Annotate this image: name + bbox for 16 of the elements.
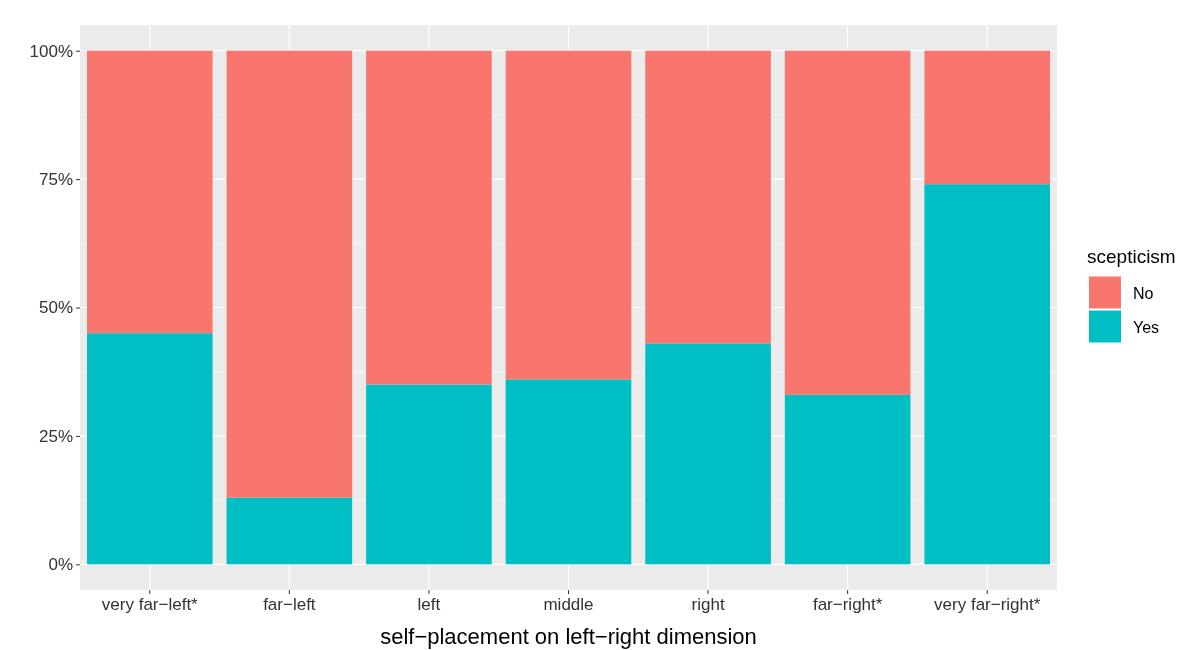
x-tick-label: middle (543, 595, 594, 615)
y-tick-label: 0% (48, 555, 73, 575)
x-tick-label: very far−left* (101, 595, 199, 615)
y-tick-label: 75% (38, 170, 73, 190)
y-tick-label: 100% (29, 41, 73, 61)
legend-label: No (1133, 284, 1154, 302)
x-axis-title: self−placement on left−right dimension (380, 624, 757, 649)
x-tick-label: far−left (263, 595, 316, 615)
legend-label: Yes (1133, 318, 1160, 336)
x-tick-label: right (691, 595, 725, 615)
legend-title: scepticism (1087, 245, 1176, 267)
x-tick-label: very far−right* (934, 595, 1041, 615)
x-tick-label: far−right* (812, 595, 883, 615)
y-tick-label: 50% (38, 298, 73, 318)
y-tick-label: 25% (38, 426, 73, 446)
x-tick-label: left (417, 595, 441, 615)
